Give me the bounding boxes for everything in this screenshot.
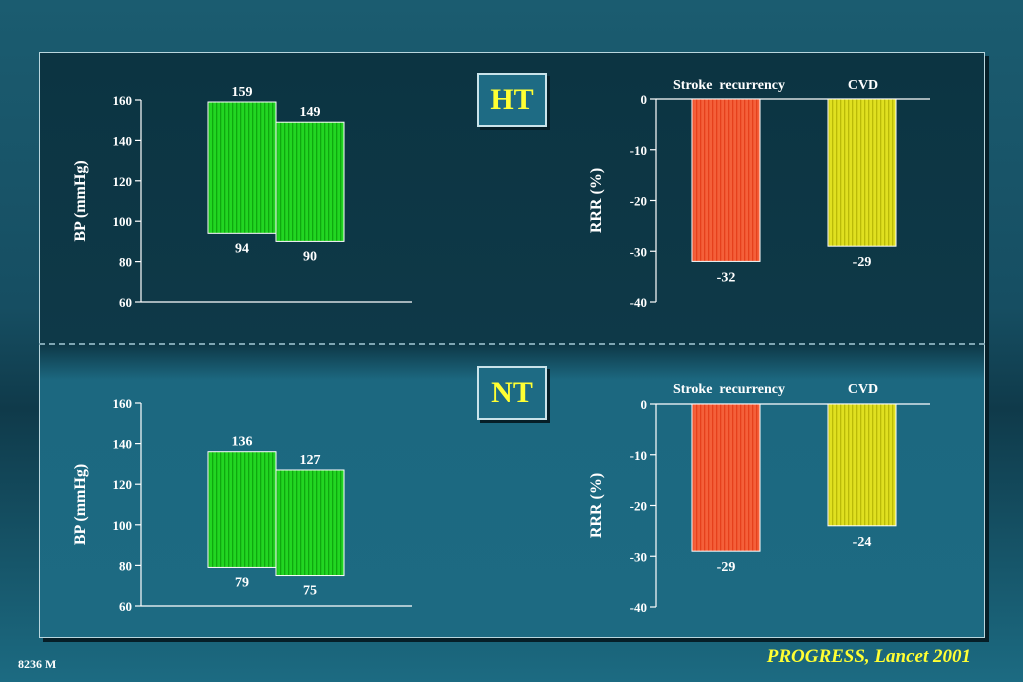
chart-2-bar-0	[691, 98, 761, 262]
chart-2-tick-label-0: 0	[641, 92, 648, 107]
chart-1-bar-0-top-label: 159	[232, 85, 253, 100]
chart-1-tick-label-0: 60	[119, 295, 132, 310]
chart-3-bar-0-bottom-label: 79	[235, 575, 249, 590]
chart-4-tick-label-2: -20	[630, 499, 647, 514]
chart-4-bar-1-label: -24	[853, 535, 872, 550]
chart-2-ylabel: RRR (%)	[588, 168, 605, 233]
chart-2-category-0: Stroke recurrency	[673, 78, 785, 93]
chart-3-bar-1-top-label: 127	[300, 453, 321, 468]
chart-4-category-1: CVD	[848, 382, 878, 397]
chart-3-tick-label-0: 60	[119, 599, 132, 614]
chart-2-tick-label-1: -10	[630, 143, 647, 158]
chart-4-tick-label-4: -40	[630, 600, 647, 615]
chart-1-bar-0-bottom-label: 94	[235, 241, 249, 256]
chart-2-bar-0-label: -32	[717, 270, 736, 285]
badge-nt: NT	[477, 366, 547, 420]
chart-2-tick-label-4: -40	[630, 295, 647, 310]
citation: PROGRESS, Lancet 2001	[766, 646, 971, 667]
chart-3-tick-label-1: 80	[119, 558, 132, 573]
chart-3-bar-0-top-label: 136	[232, 435, 253, 450]
chart-2-bar-1-label: -29	[853, 255, 872, 270]
chart-4-bar-1	[827, 403, 897, 527]
chart-1-bar-1-bottom-label: 90	[303, 249, 317, 264]
chart-4-category-0: Stroke recurrency	[673, 382, 785, 397]
chart-4-tick-label-3: -30	[630, 549, 647, 564]
chart-3-bar-1-bottom-label: 75	[303, 584, 317, 599]
section-divider	[39, 343, 985, 345]
chart-2-category-1: CVD	[848, 78, 878, 93]
chart-3-tick-label-4: 140	[113, 437, 133, 452]
chart-1-bar-1-top-label: 149	[300, 105, 321, 120]
slide-panel	[39, 52, 985, 638]
chart-1-bar-0	[207, 101, 277, 234]
chart-3-bar-1	[275, 469, 345, 577]
chart-1-tick-label-1: 80	[119, 255, 132, 270]
chart-4-tick-label-1: -10	[630, 448, 647, 463]
chart-3-tick-label-5: 160	[113, 396, 133, 411]
chart-3-bar-0	[207, 451, 277, 568]
chart-1-tick-label-3: 120	[113, 174, 133, 189]
chart-2-tick-label-3: -30	[630, 244, 647, 259]
chart-3-tick-label-3: 120	[113, 477, 133, 492]
chart-2-bar-1	[827, 98, 897, 247]
chart-4-tick-label-0: 0	[641, 397, 648, 412]
chart-1-bar-1	[275, 121, 345, 242]
chart-1-ylabel: BP (mmHg)	[72, 160, 89, 241]
chart-2-tick-label-2: -20	[630, 194, 647, 209]
chart-3-ylabel: BP (mmHg)	[72, 464, 89, 545]
chart-1-tick-label-4: 140	[113, 133, 133, 148]
chart-4-bar-0-label: -29	[717, 560, 736, 575]
chart-4-bar-0	[691, 403, 761, 552]
chart-3-tick-label-2: 100	[113, 518, 133, 533]
slide-id: 8236 M	[18, 657, 57, 671]
chart-1-tick-label-5: 160	[113, 93, 133, 108]
badge-ht: HT	[477, 73, 547, 127]
chart-4-ylabel: RRR (%)	[588, 473, 605, 538]
chart-1-tick-label-2: 100	[113, 214, 133, 229]
